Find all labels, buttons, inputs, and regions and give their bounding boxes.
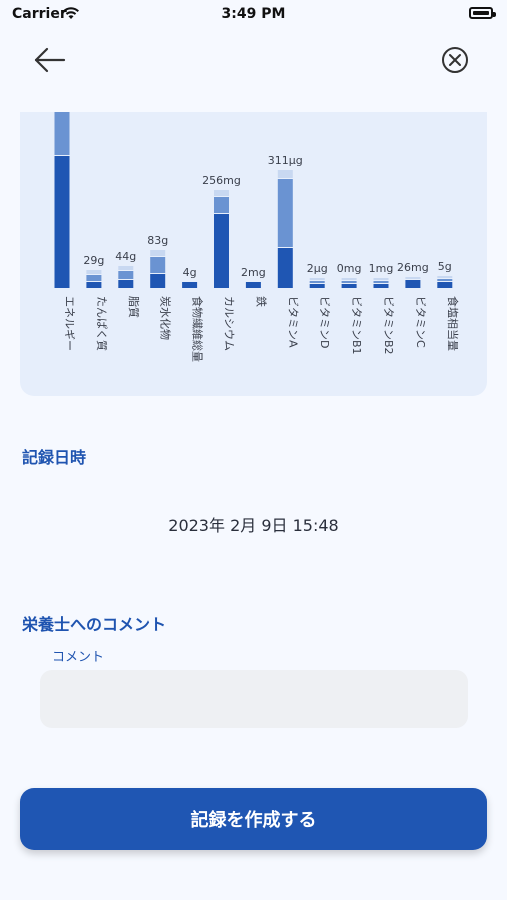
bar-segment bbox=[405, 280, 421, 288]
bar-segment bbox=[86, 275, 102, 281]
status-bar: Carrier 3:49 PM bbox=[0, 0, 507, 30]
close-circle-icon[interactable] bbox=[437, 42, 473, 78]
category-label: たんぱく質 bbox=[95, 296, 109, 351]
category-label: 食塩相当量 bbox=[446, 296, 460, 351]
bar-segment bbox=[214, 197, 229, 213]
category-label: ビタミンB1 bbox=[350, 296, 363, 355]
bar-segment bbox=[373, 284, 389, 288]
bar-value-label: 256mg bbox=[202, 174, 241, 187]
bar-value-label: 311μg bbox=[268, 154, 303, 167]
create-record-button[interactable]: 記録を作成する bbox=[20, 788, 487, 850]
bar-value-label: 4g bbox=[183, 266, 197, 279]
bar-segment bbox=[118, 271, 134, 279]
bar-segment bbox=[309, 278, 325, 280]
bar-segment bbox=[373, 278, 389, 280]
category-label: カルシウム bbox=[223, 296, 236, 351]
bar-segment bbox=[341, 278, 357, 280]
status-time: 3:49 PM bbox=[221, 6, 286, 22]
category-label: 鉄 bbox=[254, 296, 268, 307]
category-label: ビタミンC bbox=[414, 296, 427, 348]
comment-input[interactable] bbox=[40, 670, 468, 728]
bar-segment bbox=[437, 279, 453, 281]
category-label: 炭水化物 bbox=[159, 296, 173, 340]
bar-segment bbox=[437, 282, 453, 288]
wifi-icon bbox=[63, 7, 79, 19]
bar-value-label: 44g bbox=[115, 250, 136, 263]
bar-segment bbox=[341, 284, 357, 288]
category-label: ビタミンA bbox=[286, 296, 299, 348]
bar-segment bbox=[245, 282, 261, 288]
bar-value-label: 1mg bbox=[369, 262, 394, 275]
bar-value-label: 29g bbox=[83, 254, 104, 267]
category-label: 食物繊維総量 bbox=[191, 296, 205, 362]
category-label: エネルギー bbox=[63, 296, 76, 351]
bar-segment bbox=[150, 274, 166, 288]
bar-segment bbox=[309, 281, 325, 283]
bar-segment bbox=[214, 214, 229, 288]
bar-segment bbox=[118, 280, 134, 288]
nutrition-chart: エネルギー 29g たんぱく質 44g 脂質 83g 炭水化物 4g 食物繊維総量 256mg カル… bbox=[20, 112, 487, 396]
bar-value-label: 2mg bbox=[241, 266, 266, 279]
carrier-label: Carrier bbox=[12, 6, 67, 22]
nutrition-chart-svg: エネルギー 29g たんぱく質 44g 脂質 83g 炭水化物 4g 食物繊維総量 256mg カル… bbox=[54, 112, 460, 362]
bar-segment bbox=[150, 250, 166, 256]
comment-section-title: 栄養士へのコメント bbox=[22, 615, 167, 634]
bar-value-label: 2μg bbox=[307, 262, 328, 275]
arrow-left-icon[interactable] bbox=[30, 42, 70, 78]
bar-segment bbox=[54, 156, 70, 288]
bar-segment bbox=[277, 179, 293, 247]
bar-segment bbox=[277, 170, 293, 178]
bar-value-label: 26mg bbox=[397, 261, 429, 274]
bar-segment bbox=[86, 282, 102, 288]
bar-segment bbox=[86, 270, 102, 274]
bar-segment bbox=[309, 284, 325, 288]
bar-value-label: 5g bbox=[438, 260, 452, 273]
bar-segment bbox=[118, 266, 134, 270]
category-label: ビタミンB2 bbox=[382, 296, 395, 355]
bar-segment bbox=[405, 277, 421, 279]
bar-segment bbox=[341, 281, 357, 283]
bar-segment bbox=[54, 112, 70, 155]
bar-segment bbox=[373, 281, 389, 283]
battery-icon bbox=[469, 7, 496, 19]
category-label: ビタミンD bbox=[318, 296, 331, 348]
bar-segment bbox=[277, 248, 293, 288]
bar-segment bbox=[214, 190, 229, 196]
bar-segment bbox=[437, 276, 453, 278]
bar-segment bbox=[150, 257, 166, 273]
bar-value-label: 0mg bbox=[337, 262, 362, 275]
category-label: 脂質 bbox=[127, 296, 141, 318]
comment-label: コメント bbox=[52, 650, 105, 665]
record-date-title: 記録日時 bbox=[22, 448, 87, 467]
bar-segment bbox=[182, 282, 198, 288]
bar-value-label: 83g bbox=[147, 234, 168, 247]
record-date-value[interactable]: 2023年 2月 9日 15:48 bbox=[168, 516, 339, 535]
